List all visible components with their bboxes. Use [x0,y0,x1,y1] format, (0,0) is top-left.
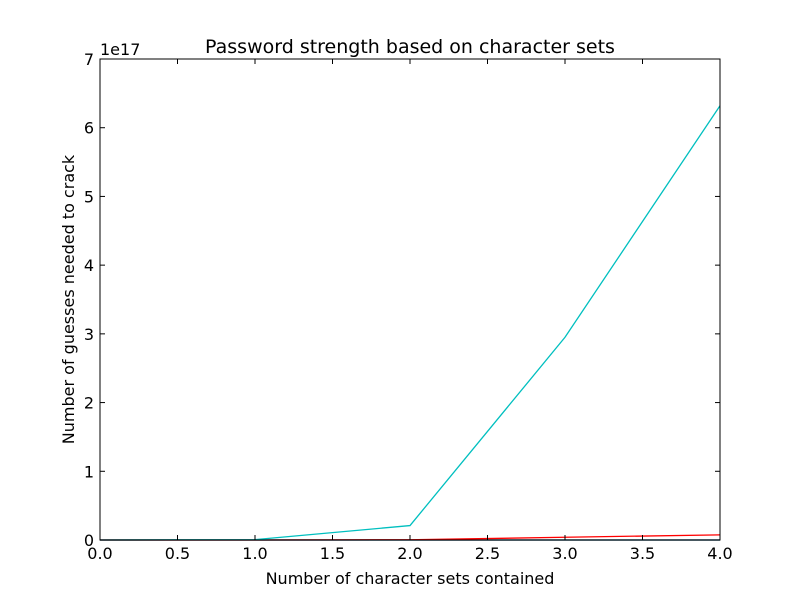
x-tick-label: 0.5 [165,544,190,563]
x-axis-label: Number of character sets contained [266,569,555,588]
x-tick-label: 3.0 [552,544,577,563]
y-tick-label: 6 [84,119,94,138]
tick-labels: 0.0 0.5 1.0 1.5 2.0 2.5 3.0 3.5 4.0 0 1 2 3 4 5 6 7 [84,50,733,563]
y-tick-label: 1 [84,462,94,481]
y-tick-label: 4 [84,256,94,275]
y-tick-label: 5 [84,187,94,206]
axis-ticks [99,58,721,541]
y-tick-label: 0 [84,531,94,550]
y-tick-label: 3 [84,325,94,344]
y-tick-label: 7 [84,50,94,69]
series-lines [99,105,721,541]
x-tick-label: 4.0 [707,544,732,563]
x-tick-label: 3.5 [630,544,655,563]
chart-title: Password strength based on character set… [205,36,615,58]
y-offset-label: 1e17 [100,40,140,59]
y-tick-label: 2 [84,394,94,413]
x-tick-label: 1.0 [242,544,267,563]
x-tick-label: 2.0 [397,544,422,563]
plot-area-frame [99,58,721,541]
y-axis-label: Number of guesses needed to crack [59,154,78,444]
x-tick-label: 2.5 [475,544,500,563]
series-line-4 [99,105,721,541]
x-tick-label: 0.0 [87,544,112,563]
x-tick-label: 1.5 [320,544,345,563]
